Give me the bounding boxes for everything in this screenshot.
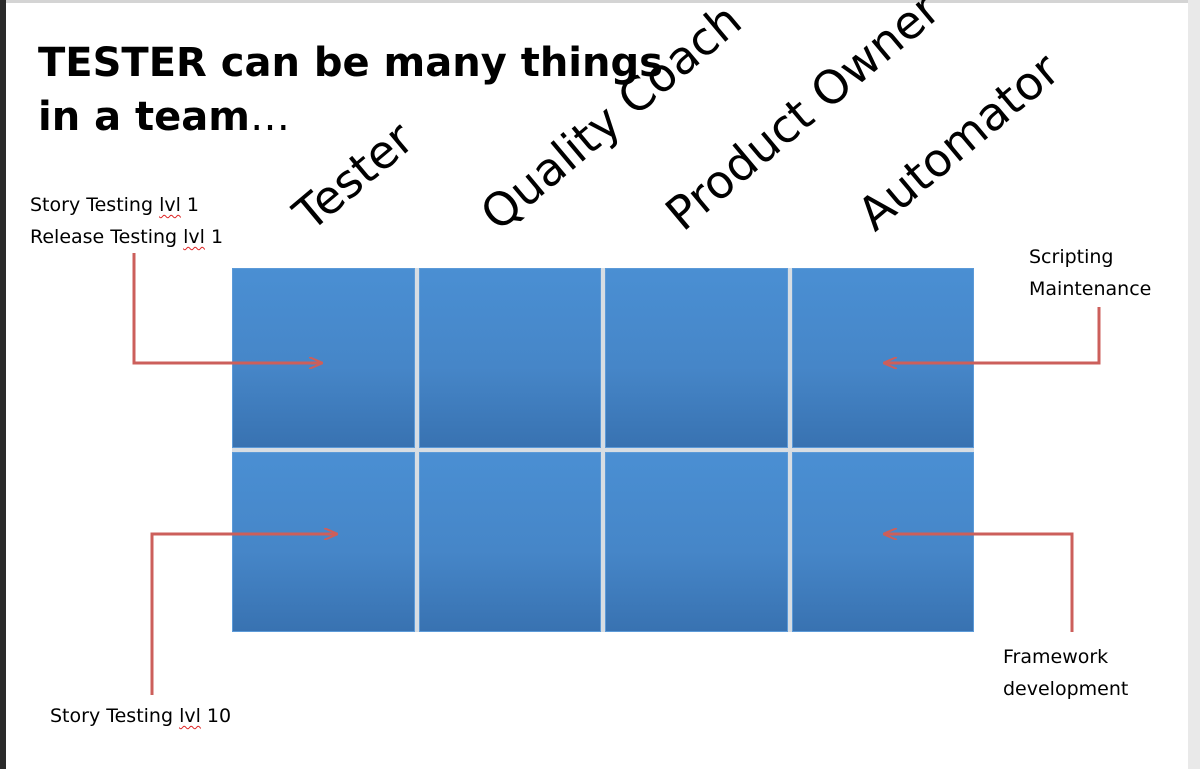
note-top-right: Scripting Maintenance — [1029, 241, 1151, 305]
arrow-bottom-left — [150, 534, 337, 695]
slide-left-edge — [0, 0, 6, 769]
note-bottom-left: Story Testing lvl 10 — [50, 700, 231, 732]
slide-right-edge — [1188, 0, 1200, 769]
note-text: Story Testing — [30, 194, 160, 216]
note-text-spellcheck: lvl — [179, 705, 201, 727]
role-grid — [232, 268, 974, 632]
title-line-1: TESTER can be many things — [38, 40, 663, 86]
grid-cell-tester-top — [232, 268, 415, 448]
arrow-bottom-right — [884, 534, 1074, 632]
title-line-2-text: in a team — [38, 94, 250, 140]
grid-cell-automator-top — [791, 268, 974, 448]
grid-cell-tester-bottom — [232, 452, 415, 632]
note-text: Story Testing — [50, 705, 180, 727]
note-text-spellcheck: lvl — [159, 194, 181, 216]
grid-cell-quality-coach-bottom — [418, 452, 601, 632]
grid-cell-product-owner-bottom — [605, 452, 788, 632]
title-line-2: in a team… — [38, 90, 663, 144]
note-text: 1 — [180, 194, 200, 216]
title-ellipsis: … — [249, 94, 290, 140]
note-top-right-line-1: Scripting — [1029, 246, 1114, 268]
note-bottom-right: Framework development — [1003, 641, 1128, 705]
grid-cell-quality-coach-top — [418, 268, 601, 448]
note-text: 1 — [204, 226, 224, 248]
note-top-right-line-2: Maintenance — [1029, 278, 1152, 300]
arrow-top-right — [884, 307, 1101, 363]
note-top-left-line-1: Story Testing lvl 1 — [30, 189, 223, 221]
note-top-left-line-2: Release Testing lvl 1 — [30, 221, 223, 253]
note-text: Release Testing — [30, 226, 184, 248]
arrow-top-left — [132, 253, 322, 363]
grid-cell-product-owner-top — [605, 268, 788, 448]
slide-title: TESTER can be many things in a team… — [38, 36, 663, 144]
note-bottom-right-line-2: development — [1003, 678, 1129, 700]
note-text: 10 — [200, 705, 232, 727]
note-text-spellcheck: lvl — [183, 226, 205, 248]
slide-top-edge — [0, 0, 1200, 3]
grid-cell-automator-bottom — [791, 452, 974, 632]
note-top-left: Story Testing lvl 1 Release Testing lvl … — [30, 189, 223, 253]
note-bottom-right-line-1: Framework — [1003, 646, 1109, 668]
